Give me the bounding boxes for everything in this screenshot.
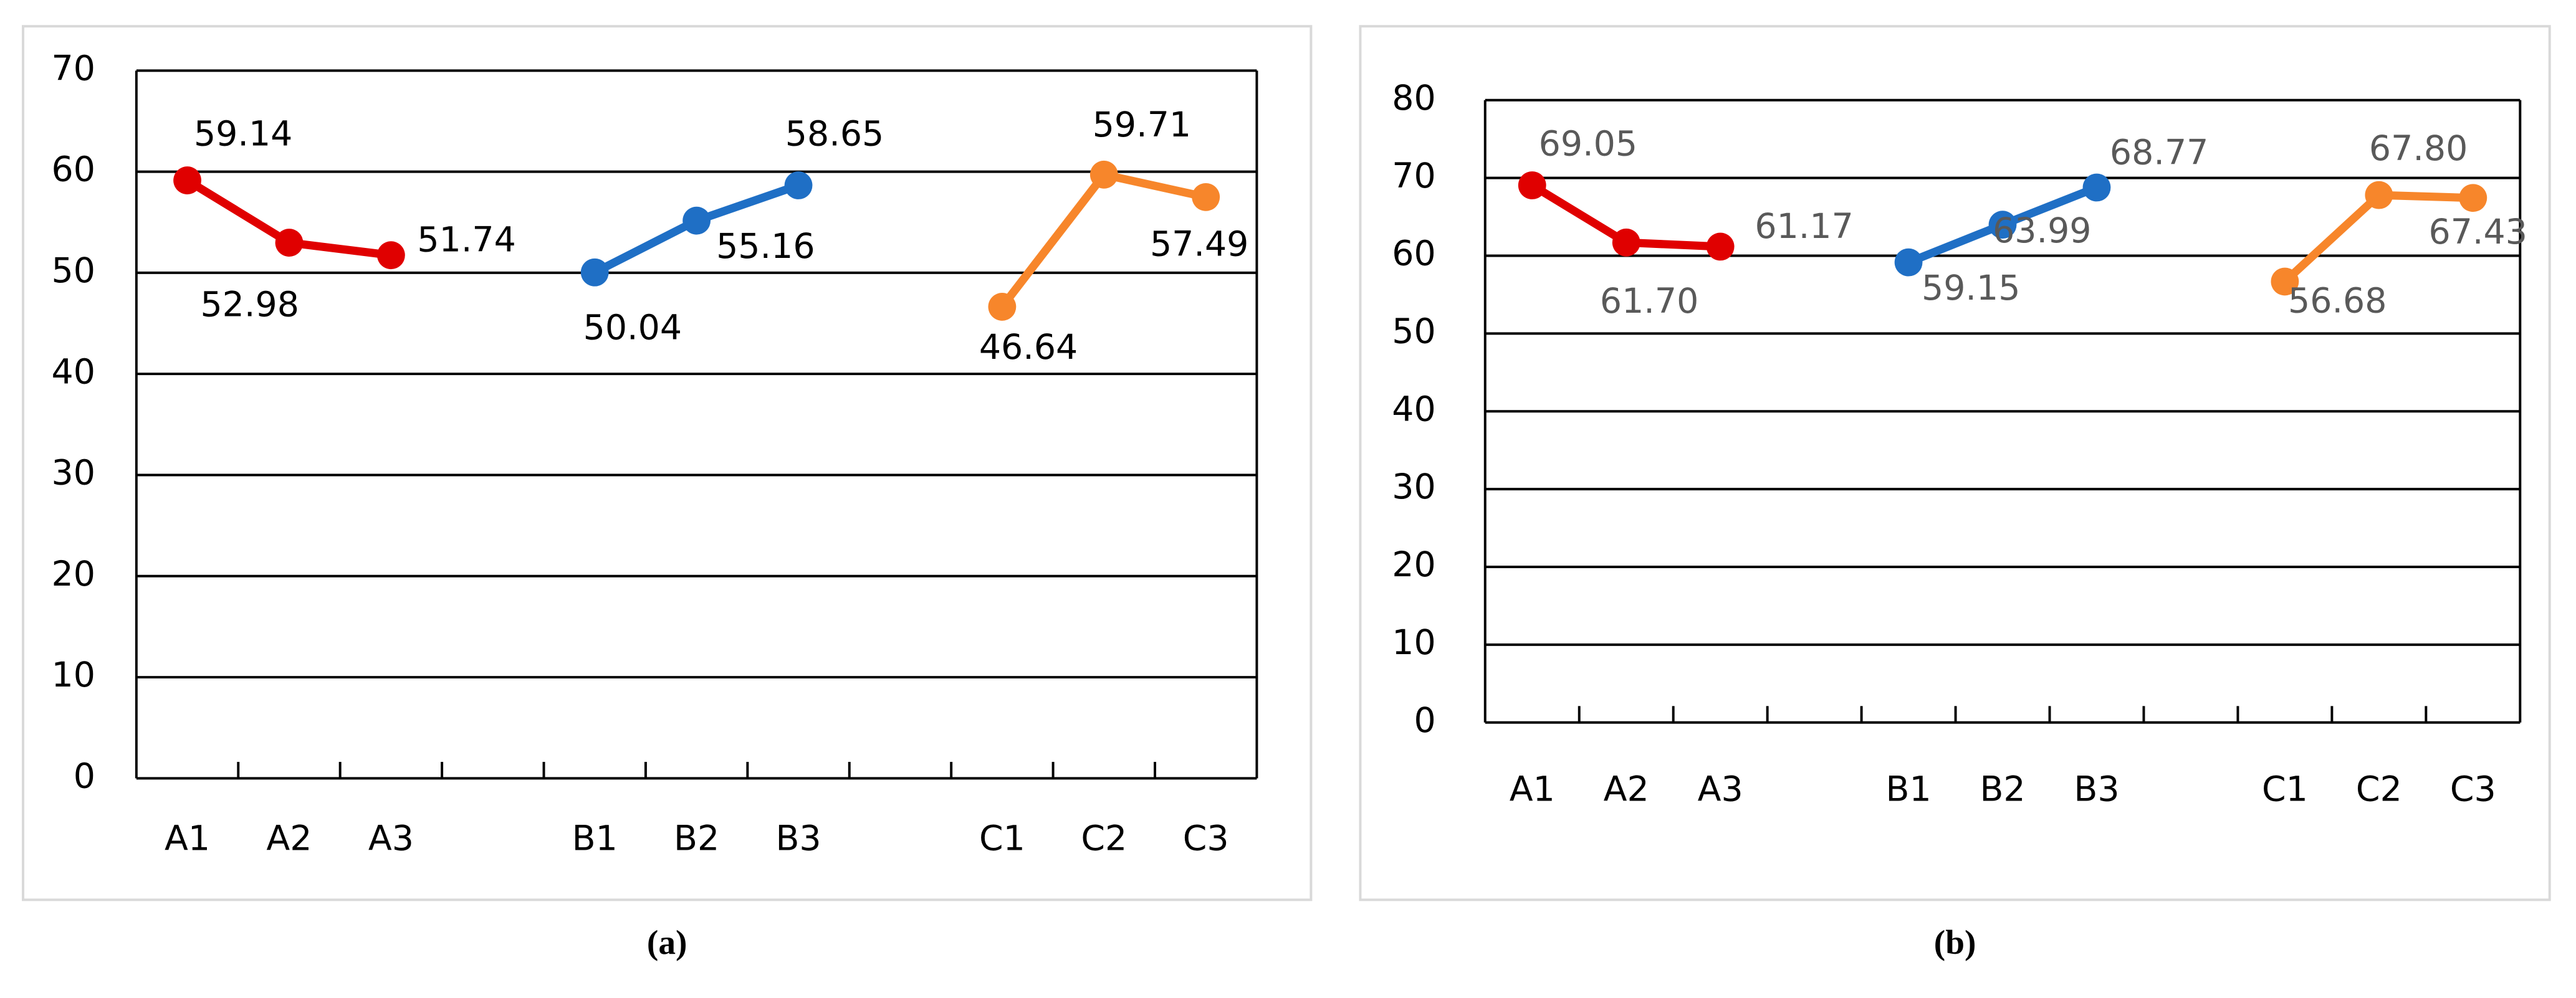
point xyxy=(2082,173,2111,202)
y-tick-label: 50 xyxy=(1392,312,1435,352)
x-tick-label: C2 xyxy=(1081,819,1127,859)
x-tick-label: B1 xyxy=(1885,770,1931,810)
point xyxy=(988,293,1017,321)
x-tick-label: A3 xyxy=(1698,770,1743,810)
x-tick-label: B2 xyxy=(674,819,719,859)
data-label: 61.70 xyxy=(1600,282,1698,321)
point xyxy=(1518,171,1546,199)
data-label: 59.71 xyxy=(1093,105,1191,145)
y-tick-label: 60 xyxy=(52,150,95,190)
x-tick-label: A1 xyxy=(1510,770,1555,810)
data-label: 50.04 xyxy=(583,308,682,348)
point xyxy=(784,171,813,199)
point xyxy=(1894,248,1923,277)
point xyxy=(2459,184,2487,212)
data-label: 46.64 xyxy=(979,328,1078,368)
y-tick-label: 10 xyxy=(52,655,95,695)
x-tick-label: A1 xyxy=(165,819,210,859)
data-label: 63.99 xyxy=(1993,211,2091,251)
x-tick-label: B1 xyxy=(572,819,618,859)
x-tick-label: B2 xyxy=(1980,770,2025,810)
point xyxy=(1612,228,1640,257)
y-tick-label: 60 xyxy=(1392,234,1435,274)
point xyxy=(2271,267,2299,296)
data-label: 56.68 xyxy=(2288,281,2387,321)
data-label: 69.05 xyxy=(1539,124,1637,164)
x-tick-label: A2 xyxy=(266,819,312,859)
point xyxy=(682,206,711,235)
data-label: 51.74 xyxy=(417,221,515,260)
x-tick-label: C1 xyxy=(979,819,1025,859)
point xyxy=(1089,160,1118,189)
y-tick-label: 40 xyxy=(52,352,95,392)
y-tick-label: 80 xyxy=(1392,78,1435,118)
x-tick-label: C3 xyxy=(1183,819,1229,859)
point xyxy=(580,258,609,287)
panel-border xyxy=(22,25,1313,901)
point xyxy=(1192,183,1220,211)
point xyxy=(2365,181,2393,209)
point xyxy=(1988,211,2017,239)
point xyxy=(275,229,304,257)
y-tick-label: 30 xyxy=(1392,467,1435,507)
data-label: 59.14 xyxy=(194,115,292,154)
y-tick-label: 30 xyxy=(52,454,95,493)
y-tick-label: 50 xyxy=(52,251,95,291)
x-tick-label: C3 xyxy=(2450,770,2496,810)
caption: (b) xyxy=(1934,923,1976,961)
data-label: 67.80 xyxy=(2369,129,2468,169)
data-label: 61.17 xyxy=(1755,207,1853,247)
x-tick-label: C2 xyxy=(2356,770,2402,810)
x-tick-label: C1 xyxy=(2262,770,2308,810)
y-tick-label: 20 xyxy=(1392,545,1435,585)
y-tick-label: 40 xyxy=(1392,389,1435,429)
y-tick-label: 0 xyxy=(1414,701,1435,741)
data-label: 68.77 xyxy=(2110,133,2208,173)
panel-border xyxy=(1359,25,2551,901)
y-tick-label: 10 xyxy=(1392,623,1435,663)
data-label: 59.15 xyxy=(1922,269,2020,308)
data-label: 58.65 xyxy=(785,115,884,154)
data-label: 67.43 xyxy=(2429,212,2527,252)
point xyxy=(173,166,201,194)
point xyxy=(1706,232,1735,261)
y-tick-label: 20 xyxy=(52,554,95,594)
data-label: 57.49 xyxy=(1150,225,1248,265)
data-label: 55.16 xyxy=(716,227,815,267)
point xyxy=(376,241,405,270)
data-label: 52.98 xyxy=(200,285,299,325)
y-tick-label: 0 xyxy=(74,756,95,796)
x-tick-label: B3 xyxy=(2074,770,2119,810)
x-tick-label: A3 xyxy=(368,819,414,859)
caption: (a) xyxy=(647,923,687,961)
y-tick-label: 70 xyxy=(1392,156,1435,196)
y-tick-label: 70 xyxy=(52,49,95,88)
x-tick-label: B3 xyxy=(775,819,821,859)
x-tick-label: A2 xyxy=(1604,770,1649,810)
